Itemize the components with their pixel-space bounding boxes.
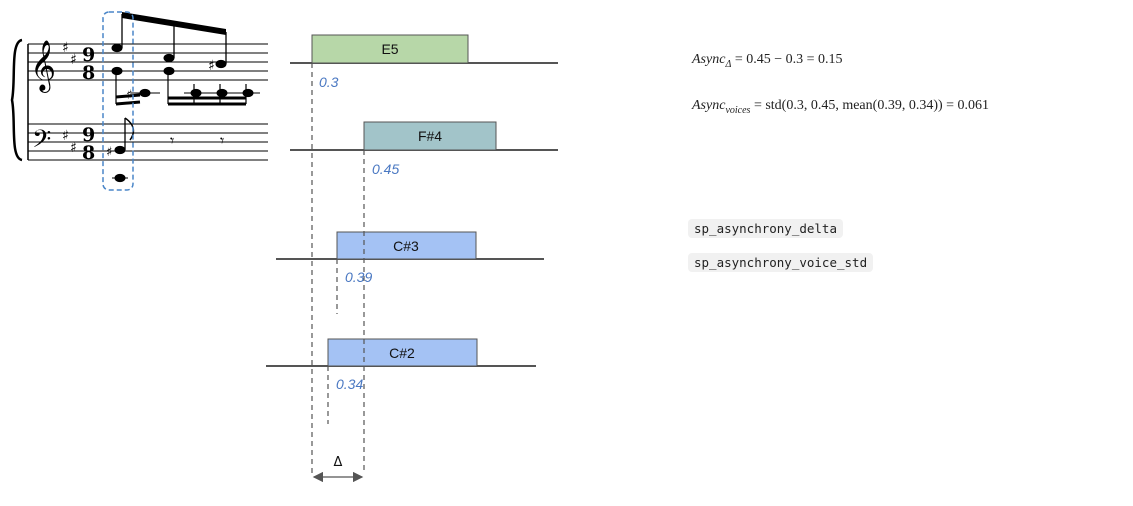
feature-chip-voice-std: sp_asynchrony_voice_std (688, 253, 874, 272)
note-bar-c2 (327, 338, 478, 367)
svg-text:♯: ♯ (208, 58, 215, 74)
inner-voice-notes-icon: ♯ (115, 75, 260, 106)
bass-key-sharps-icon-2: ♯ (70, 140, 77, 156)
time-signature-treble-icon: 98 (82, 44, 95, 84)
treble-notes-icon: ♯ (111, 12, 227, 76)
svg-text:8: 8 (82, 142, 95, 164)
bass-clef-icon: 𝄢 (32, 125, 51, 160)
treble-staff (28, 43, 268, 81)
formula-delta-lhs: Async (692, 52, 726, 67)
note-bar-e5 (311, 34, 469, 64)
svg-text:𝄾: 𝄾 (170, 131, 174, 150)
treble-key-sharps-icon: ♯ (62, 40, 69, 56)
note-bar-c3 (336, 231, 477, 260)
svg-text:9: 9 (82, 124, 95, 146)
note-label-c3: C#3 (393, 238, 419, 254)
onset-value-c3: 0.39 (345, 269, 372, 285)
grand-staff-brace (10, 38, 23, 162)
note-timeline: E5 F#4 C#3 C#2 0.3 0.45 0.39 0.34 Δ (266, 34, 558, 483)
time-signature-bass-icon: 98 (82, 124, 95, 164)
svg-text:𝄾: 𝄾 (220, 131, 224, 150)
onset-value-e5: 0.3 (319, 74, 339, 90)
onset-value-c2: 0.34 (336, 376, 363, 392)
formula-async-voices: Asyncvoices = std(0.3, 0.45, mean(0.39, … (692, 98, 989, 116)
treble-key-sharps-icon-2: ♯ (70, 52, 77, 68)
delta-symbol: Δ (334, 455, 343, 470)
formula-async-delta: AsyncΔ = 0.45 − 0.3 = 0.15 (692, 52, 843, 70)
note-bar-f4 (363, 121, 497, 151)
svg-text:♯: ♯ (106, 145, 112, 160)
onset-value-f4: 0.45 (372, 161, 399, 177)
formula-delta-rhs: = 0.45 − 0.3 = 0.15 (734, 52, 843, 67)
note-label-c2: C#2 (389, 345, 415, 361)
bass-key-sharps-icon: ♯ (62, 128, 69, 144)
note-label-e5: E5 (381, 41, 398, 57)
formula-voices-lhs: Async (692, 98, 726, 113)
formula-voices-subscript: voices (725, 104, 751, 116)
svg-text:8: 8 (82, 62, 95, 84)
note-label-f4: F#4 (418, 128, 442, 144)
bass-staff (28, 123, 268, 161)
treble-clef-icon: 𝄞 (30, 40, 56, 93)
feature-chip-delta: sp_asynchrony_delta (688, 219, 843, 238)
bass-notes-icon: ♯ 𝄾 𝄾 (106, 117, 224, 183)
formula-voices-rhs: = std(0.3, 0.45, mean(0.39, 0.34)) = 0.0… (753, 98, 990, 113)
svg-text:9: 9 (82, 44, 95, 66)
score-excerpt: 𝄞 𝄢 ♯ ♯ ♯ ♯ 98 98 ♯ (10, 11, 268, 191)
onset-selection-box (102, 11, 134, 191)
formula-delta-subscript: Δ (725, 58, 732, 70)
